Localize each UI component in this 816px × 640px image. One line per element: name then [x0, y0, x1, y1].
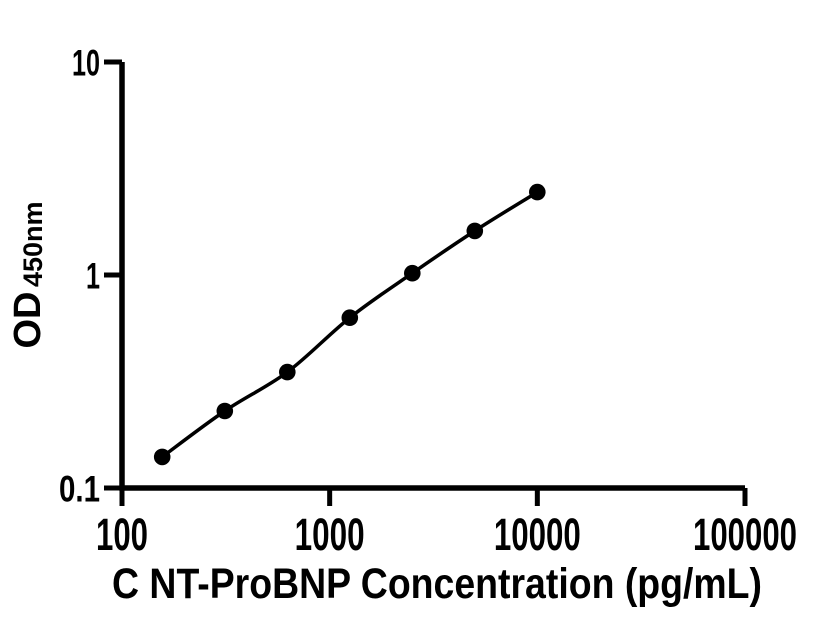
data-point-marker — [216, 402, 234, 420]
x-tick-label: 1000 — [295, 509, 365, 560]
y-axis-title: OD 450nm — [7, 201, 49, 348]
x-tick-label: 100 — [96, 509, 148, 560]
y-axis-title-subscript: 450nm — [18, 201, 48, 287]
data-point-marker — [404, 264, 421, 282]
x-axis-title: C NT-ProBNP Concentration (pg/mL) — [112, 560, 762, 608]
x-tick-label: 10000 — [494, 509, 581, 560]
axis-spines — [119, 62, 745, 491]
data-point-marker — [279, 363, 296, 381]
data-point-marker — [466, 222, 484, 240]
y-tick-label: 10 — [72, 43, 100, 84]
x-tick-label: 100000 — [693, 509, 797, 560]
data-point-marker — [529, 183, 546, 201]
plot-area: 100 1000 10000 100000 0.1 1 10 — [59, 43, 797, 561]
y-axis-title-main: OD — [7, 292, 49, 349]
data-point-marker — [341, 309, 359, 327]
y-tick-label: 0.1 — [59, 469, 100, 510]
y-tick-label: 1 — [86, 256, 100, 297]
data-point-marker — [153, 448, 171, 466]
